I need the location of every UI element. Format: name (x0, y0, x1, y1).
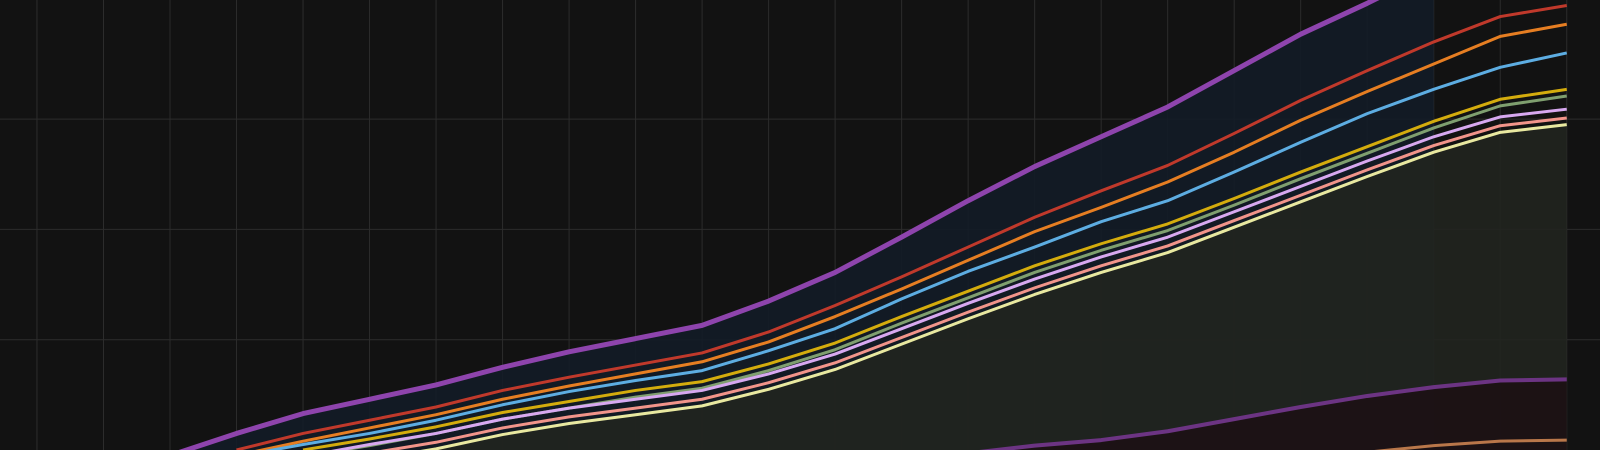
series-line (330, 107, 1567, 450)
series-line (380, 116, 1567, 450)
series-line (1374, 438, 1567, 450)
series-line (264, 51, 1568, 450)
series-line (178, 0, 1380, 450)
series-line (979, 377, 1567, 450)
series-line (254, 22, 1568, 450)
area (303, 124, 1567, 450)
series-line (420, 123, 1567, 450)
series-line (236, 4, 1567, 450)
series-line (302, 87, 1567, 450)
plot-area (170, 0, 1568, 450)
